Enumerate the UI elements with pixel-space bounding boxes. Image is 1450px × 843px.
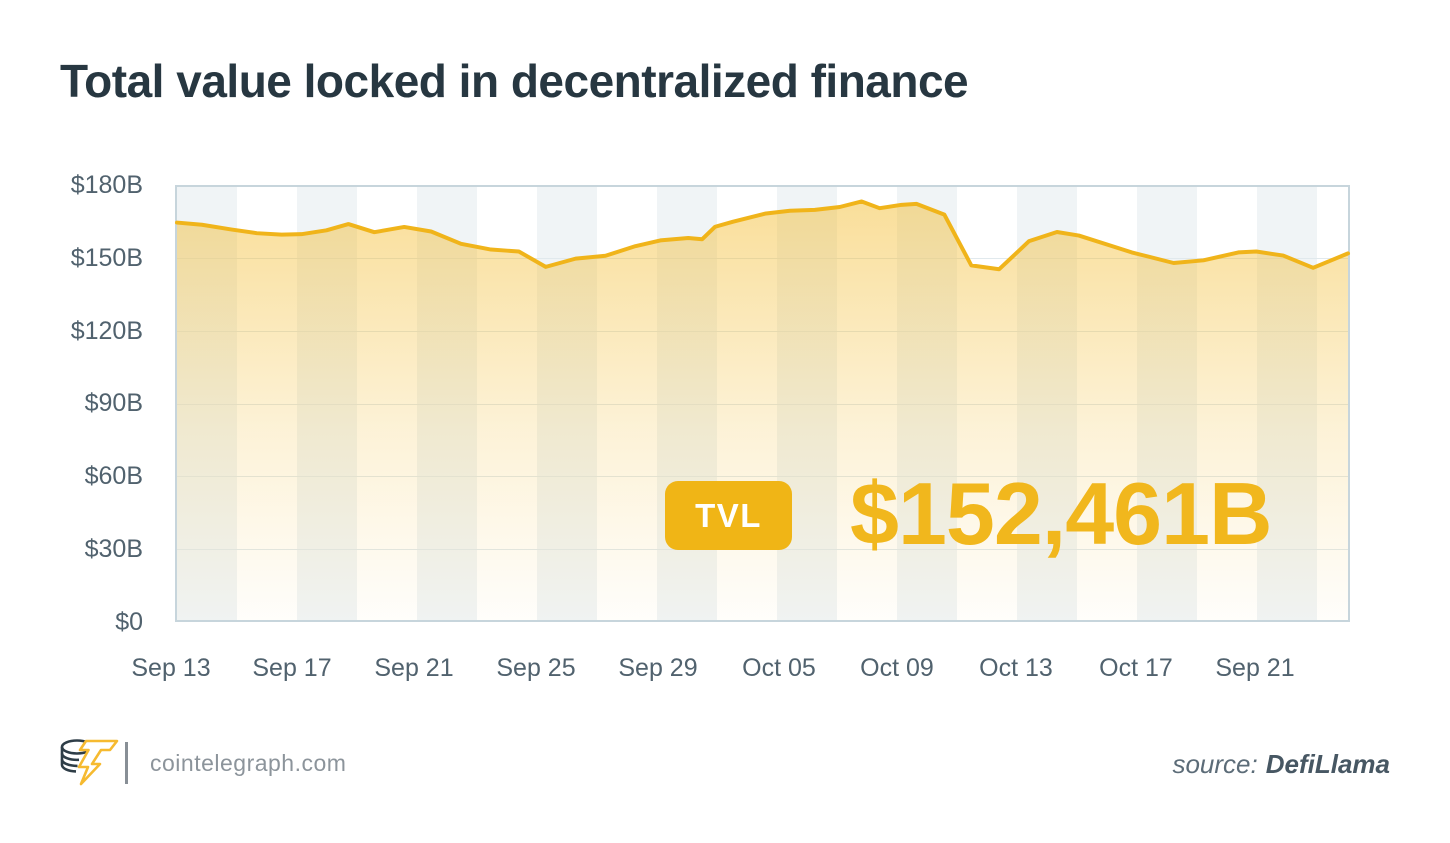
tvl-badge-label: TVL bbox=[695, 496, 762, 534]
source-name: DefiLlama bbox=[1265, 749, 1390, 779]
y-tick-180: $180B bbox=[70, 171, 143, 199]
y-tick-150: $150B bbox=[70, 244, 143, 272]
x-tick-sep25: Sep 25 bbox=[496, 654, 576, 682]
coin-lightning-icon bbox=[60, 739, 119, 786]
x-tick-oct17: Oct 17 bbox=[1099, 654, 1173, 682]
footer-divider bbox=[125, 742, 128, 784]
y-tick-60: $60B bbox=[84, 462, 143, 490]
x-tick-sep29: Sep 29 bbox=[618, 654, 698, 682]
y-tick-0: $0 bbox=[115, 608, 143, 636]
footer-site-text: cointelegraph.com bbox=[150, 750, 347, 776]
tvl-area-fill bbox=[177, 201, 1348, 620]
x-tick-sep21b: Sep 21 bbox=[1215, 654, 1295, 682]
tvl-current-value: $152,461B bbox=[850, 464, 1273, 563]
x-tick-sep13: Sep 13 bbox=[131, 654, 211, 682]
y-tick-120: $120B bbox=[70, 317, 143, 345]
page-title: Total value locked in decentralized fina… bbox=[60, 55, 969, 107]
y-tick-90: $90B bbox=[84, 389, 143, 417]
tvl-badge: TVL bbox=[665, 481, 792, 550]
tvl-line bbox=[175, 199, 1350, 272]
source-prefix: source: bbox=[1172, 749, 1258, 779]
x-tick-oct09: Oct 09 bbox=[860, 654, 934, 682]
x-tick-oct05: Oct 05 bbox=[742, 654, 816, 682]
tvl-area-chart bbox=[175, 199, 1350, 620]
y-tick-30: $30B bbox=[84, 535, 143, 563]
x-tick-sep21: Sep 21 bbox=[374, 654, 454, 682]
footer-source: source: DefiLlama bbox=[1172, 748, 1390, 780]
x-tick-sep17: Sep 17 bbox=[252, 654, 332, 682]
cointelegraph-logo bbox=[56, 734, 122, 793]
x-tick-oct13: Oct 13 bbox=[979, 654, 1053, 682]
